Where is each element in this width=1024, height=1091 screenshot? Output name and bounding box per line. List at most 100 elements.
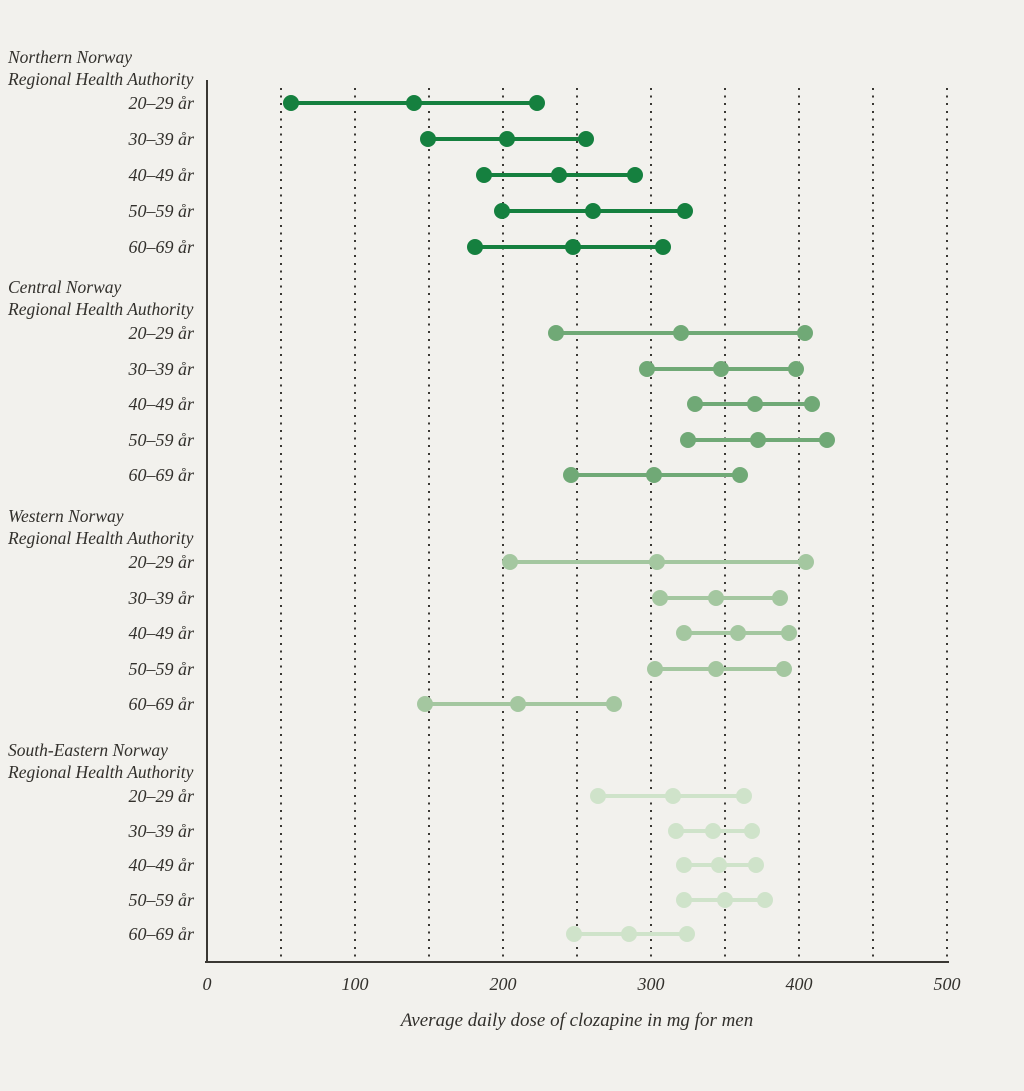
dot-low [687, 396, 704, 412]
dot-low [675, 891, 692, 908]
group-header-line: Regional Health Authority [8, 528, 194, 548]
dot-high [577, 131, 594, 147]
y-axis-line [206, 80, 208, 963]
row-label: 30–39 år [128, 358, 194, 379]
dot-mid [708, 589, 725, 606]
row-label: 20–29 år [128, 93, 194, 113]
dot-low [283, 95, 300, 111]
dot-mid [705, 822, 722, 839]
dot-low [502, 554, 519, 570]
dot-high [731, 467, 748, 483]
dot-high [771, 589, 788, 606]
dot-low [675, 625, 692, 641]
row-label: 30–39 år [128, 129, 194, 149]
gridline-350 [724, 88, 726, 959]
dot-low [563, 467, 580, 483]
dot-high [756, 891, 773, 908]
x-tick-label: 200 [489, 974, 517, 994]
dot-high [780, 625, 797, 641]
dot-mid [708, 660, 725, 677]
row-label: 50–59 år [128, 658, 194, 679]
gridline-300 [650, 88, 652, 959]
dot-mid [551, 167, 568, 183]
gridline-150 [428, 88, 430, 959]
gridline-400 [798, 88, 800, 959]
group-header: South-Eastern Norway Regional Health Auth… [8, 739, 193, 783]
dot-low [566, 926, 583, 942]
dot-high [606, 696, 622, 712]
row-label: 40–49 år [128, 394, 194, 414]
group-header-line: Central Norway [8, 277, 122, 297]
group-header-line: Northern Norway [8, 47, 132, 67]
dot-mid [648, 554, 665, 570]
dot-mid [749, 431, 766, 448]
dot-high [796, 325, 813, 341]
x-axis-line [205, 961, 949, 963]
dot-mid [712, 360, 729, 377]
row-label: 40–49 år [128, 623, 194, 643]
dot-mid [672, 325, 689, 341]
dot-mid [406, 95, 423, 111]
dot-mid [746, 396, 763, 412]
dot-mid [665, 788, 682, 804]
dot-high [776, 660, 793, 677]
group-header-line: Regional Health Authority [8, 299, 194, 319]
group-header-line: Regional Health Authority [8, 69, 194, 89]
row-label: 30–39 år [128, 587, 194, 608]
x-tick-label: 500 [933, 974, 961, 994]
row-label: 60–69 år [128, 694, 194, 714]
dot-mid [730, 625, 747, 641]
dot-low [475, 167, 492, 183]
dot-low [647, 660, 664, 677]
dot-high [678, 926, 695, 942]
group-header-line: Regional Health Authority [8, 762, 194, 782]
group-header-line: South-Eastern Norway [8, 740, 168, 760]
x-tick-label: 100 [341, 974, 369, 994]
dot-high [743, 822, 760, 839]
x-tick-label: 0 [202, 974, 212, 994]
dot-low [589, 788, 606, 804]
group-header-line: Western Norway [8, 506, 124, 526]
row-label: 40–49 år [128, 165, 194, 185]
gridline-200 [502, 88, 504, 959]
row-label: 20–29 år [128, 552, 194, 572]
gridline-500 [946, 88, 948, 959]
dot-mid [717, 891, 733, 908]
row-label: 60–69 år [128, 237, 194, 257]
dot-low [638, 360, 655, 377]
row-label: 30–39 år [128, 820, 194, 841]
row-label: 50–59 år [128, 201, 194, 221]
group-header: Northern Norway Regional Health Authority [8, 46, 193, 90]
row-label: 20–29 år [128, 323, 194, 343]
row-label: 60–69 år [128, 924, 194, 944]
dot-low [416, 696, 433, 712]
dot-low [466, 239, 483, 255]
dot-low [548, 325, 565, 341]
dot-mid [585, 203, 602, 219]
dot-high [819, 431, 836, 448]
dot-high [798, 554, 815, 570]
x-axis-title: Average daily dose of clozapine in mg fo… [400, 1010, 754, 1031]
dot-mid [499, 131, 516, 147]
dot-low [651, 589, 668, 606]
row-label: 20–29 år [128, 786, 194, 806]
dot-high [748, 857, 765, 873]
x-tick-label: 400 [785, 974, 813, 994]
dot-high [654, 239, 671, 255]
dot-mid [645, 467, 662, 483]
group-header: Western Norway Regional Health Authority [8, 505, 193, 549]
gridline-250 [576, 88, 578, 959]
dot-mid [711, 857, 728, 873]
gridline-100 [354, 88, 356, 959]
dot-high [804, 396, 821, 412]
dot-high [677, 203, 694, 219]
dot-mid [620, 926, 637, 942]
dot-high [736, 788, 753, 804]
group-header: Central Norway Regional Health Authority [8, 276, 193, 320]
dot-low [680, 431, 696, 448]
row-label: 50–59 år [128, 429, 194, 450]
dot-high [626, 167, 643, 183]
gridline-450 [872, 88, 874, 959]
row-label: 40–49 år [128, 855, 194, 875]
